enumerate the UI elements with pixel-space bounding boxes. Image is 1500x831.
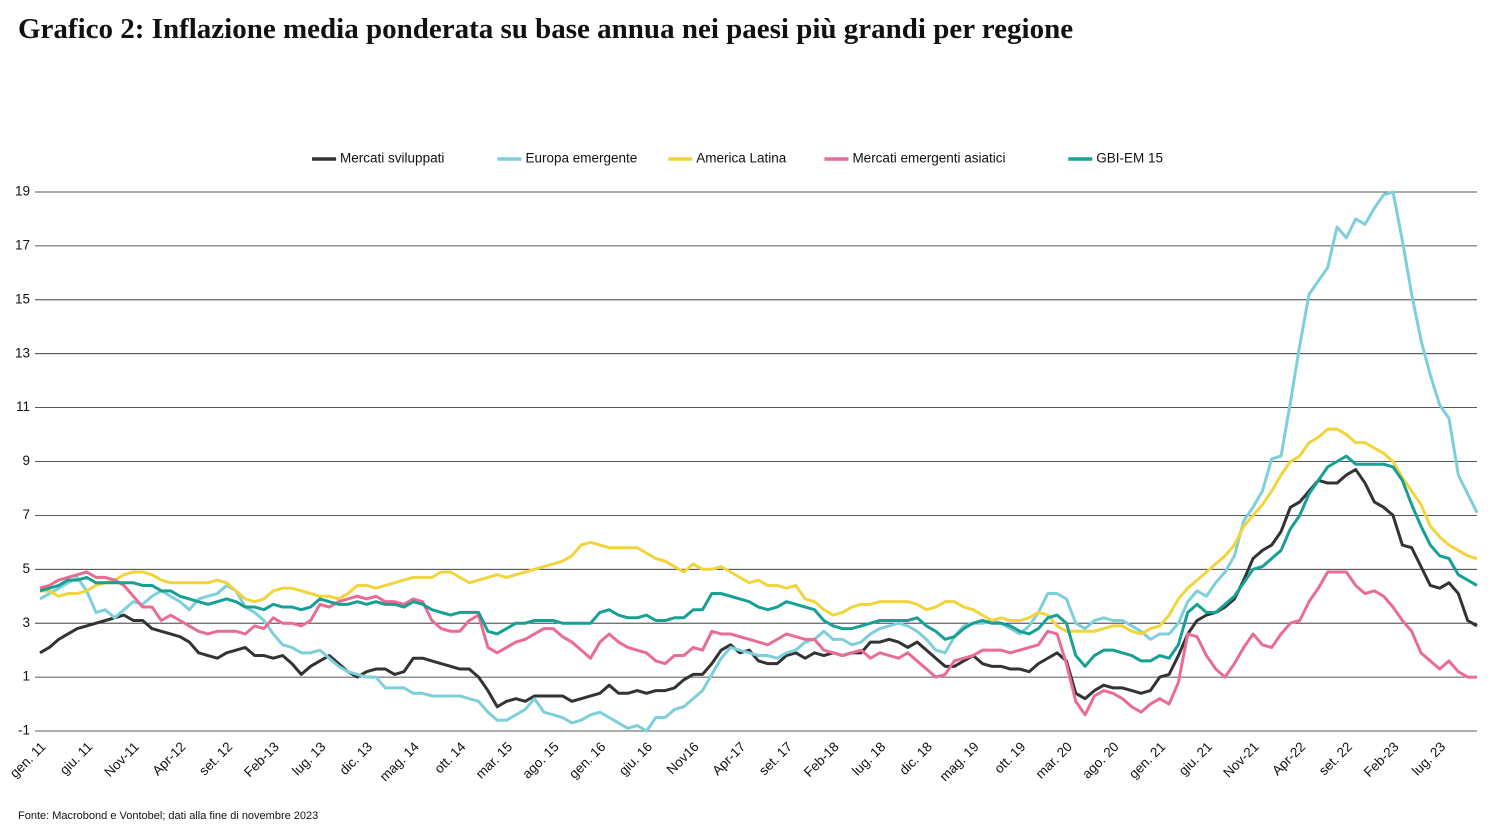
y-tick-label: 1 — [22, 669, 30, 684]
chart-title: Grafico 2: Inflazione media ponderata su… — [18, 13, 1074, 45]
y-tick-label: 9 — [22, 453, 30, 468]
legend-label: GBI-EM 15 — [1096, 151, 1163, 166]
y-tick-label: -1 — [18, 723, 30, 738]
series-line — [39, 454, 1478, 668]
x-tick-label: gen. 21 — [1126, 739, 1168, 781]
x-tick-label: dic. 18 — [896, 739, 935, 778]
x-tick-label: Nov-11 — [101, 739, 142, 780]
x-tick-label: ago. 20 — [1079, 739, 1121, 781]
x-tick-label: Nov16 — [664, 739, 702, 777]
y-tick-label: 3 — [22, 615, 30, 630]
x-tick-label: mag. 19 — [937, 739, 982, 784]
x-tick-label: Nov-21 — [1220, 739, 1261, 780]
source-note: Fonte: Macrobond e Vontobel; dati alla f… — [18, 810, 318, 822]
x-tick-label: giu. 16 — [616, 739, 655, 778]
y-tick-label: 13 — [15, 345, 30, 360]
legend-label: Europa emergente — [525, 151, 637, 166]
x-tick-label: set. 22 — [1316, 739, 1355, 778]
x-tick-label: Apr-17 — [709, 739, 748, 778]
x-tick-label: ago. 15 — [519, 739, 561, 781]
x-tick-label: Feb-13 — [241, 739, 282, 780]
x-tick-label: Feb-18 — [801, 739, 842, 780]
x-tick-label: Feb-23 — [1361, 739, 1402, 780]
x-tick-label: mar. 20 — [1033, 739, 1075, 781]
x-tick-label: lug. 23 — [1409, 739, 1448, 778]
x-tick-label: giu. 11 — [57, 739, 96, 778]
y-tick-label: 7 — [22, 507, 30, 522]
x-tick-label: lug. 18 — [849, 739, 888, 778]
series-line — [39, 190, 1479, 733]
x-tick-label: ott. 14 — [431, 739, 468, 776]
x-tick-label: Apr-22 — [1269, 739, 1308, 778]
series-line — [39, 570, 1477, 717]
y-tick-label: 15 — [15, 291, 30, 306]
series-line — [40, 427, 1478, 636]
y-tick-label: 19 — [15, 184, 30, 199]
y-tick-label: 11 — [16, 399, 30, 414]
x-tick-label: lug. 13 — [289, 739, 328, 778]
x-tick-label: dic. 13 — [336, 739, 375, 778]
legend-label: America Latina — [696, 151, 787, 166]
x-tick-label: mag. 14 — [377, 739, 422, 784]
legend-label: Mercati sviluppati — [340, 151, 444, 166]
x-tick-label: set. 12 — [196, 739, 235, 778]
x-tick-label: set. 17 — [756, 739, 795, 778]
x-tick-label: ott. 19 — [991, 739, 1028, 776]
x-tick-label: mar. 15 — [473, 739, 515, 781]
x-tick-label: gen. 11 — [7, 739, 49, 781]
y-tick-label: 5 — [22, 561, 30, 576]
x-tick-label: Apr-12 — [149, 739, 188, 778]
x-tick-label: giu. 21 — [1176, 739, 1215, 778]
x-tick-label: gen. 16 — [566, 739, 608, 781]
legend-label: Mercati emergenti asiatici — [852, 151, 1005, 166]
y-tick-label: 17 — [15, 237, 30, 252]
